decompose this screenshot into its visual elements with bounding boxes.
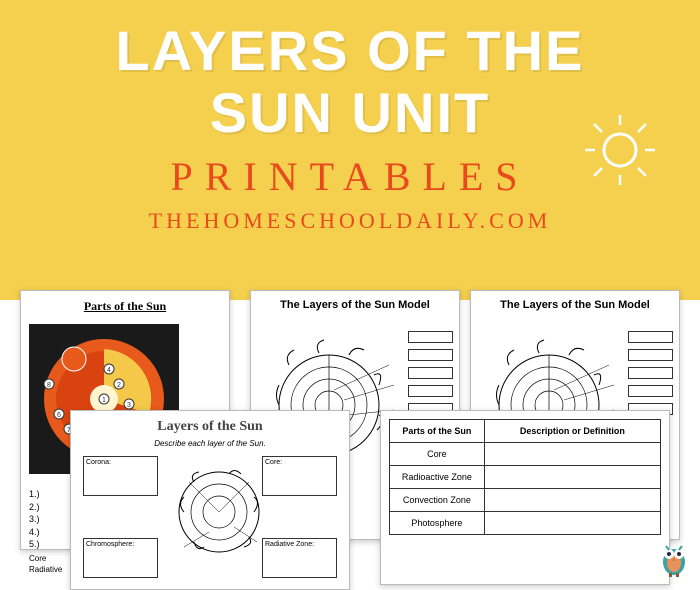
- footer-term: Radiative: [29, 565, 62, 574]
- main-title-line1: LAYERS OF THE: [0, 20, 700, 82]
- label-box: [628, 349, 673, 361]
- label-box: [408, 331, 453, 343]
- desc-box-core: Core:: [262, 456, 337, 496]
- label-box: [628, 331, 673, 343]
- hero-banner: LAYERS OF THE SUN UNIT PRINTABLES THEHOM…: [0, 0, 700, 300]
- footer-term: Core: [29, 554, 46, 563]
- site-url: THEHOMESCHOOLDAILY.COM: [0, 208, 700, 234]
- desc-box-corona: Corona:: [83, 456, 158, 496]
- label-box: [408, 349, 453, 361]
- label-box: [628, 367, 673, 379]
- label-box: [628, 385, 673, 397]
- sheet2-title: The Layers of the Sun Model: [259, 299, 451, 311]
- table-row: Core: [390, 443, 661, 466]
- svg-text:4: 4: [107, 367, 111, 374]
- svg-text:6: 6: [57, 412, 61, 419]
- table-row: Convection Zone: [390, 489, 661, 512]
- table-header: Description or Definition: [484, 420, 660, 443]
- sheet1-title: Parts of the Sun: [29, 299, 221, 314]
- definition-table-sheet: Parts of the Sun Description or Definiti…: [380, 410, 670, 585]
- desc-box-radiative: Radiative Zone:: [262, 538, 337, 578]
- svg-text:3: 3: [127, 402, 131, 409]
- sun-center-diagram: [169, 462, 269, 562]
- label-box: [408, 367, 453, 379]
- svg-text:8: 8: [47, 382, 51, 389]
- svg-text:1: 1: [102, 397, 106, 404]
- label-box: [408, 385, 453, 397]
- table-row: Radioactive Zone: [390, 466, 661, 489]
- describe-layers-sheet: Layers of the Sun Describe each layer of…: [70, 410, 350, 590]
- definition-table: Parts of the Sun Description or Definiti…: [389, 419, 661, 535]
- sun-icon: [580, 110, 660, 190]
- table-row: Photosphere: [390, 512, 661, 535]
- svg-text:2: 2: [117, 382, 121, 389]
- sheet4-title: Layers of the Sun: [79, 419, 341, 435]
- owl-icon: [658, 540, 690, 578]
- worksheets-area: Parts of the Sun 1 2 3 4 5 6 7 8 9 1.) 2…: [0, 290, 700, 586]
- desc-box-chromosphere: Chromosphere:: [83, 538, 158, 578]
- table-header: Parts of the Sun: [390, 420, 485, 443]
- sheet4-subtitle: Describe each layer of the Sun.: [79, 439, 341, 448]
- sheet3-title: The Layers of the Sun Model: [479, 299, 671, 311]
